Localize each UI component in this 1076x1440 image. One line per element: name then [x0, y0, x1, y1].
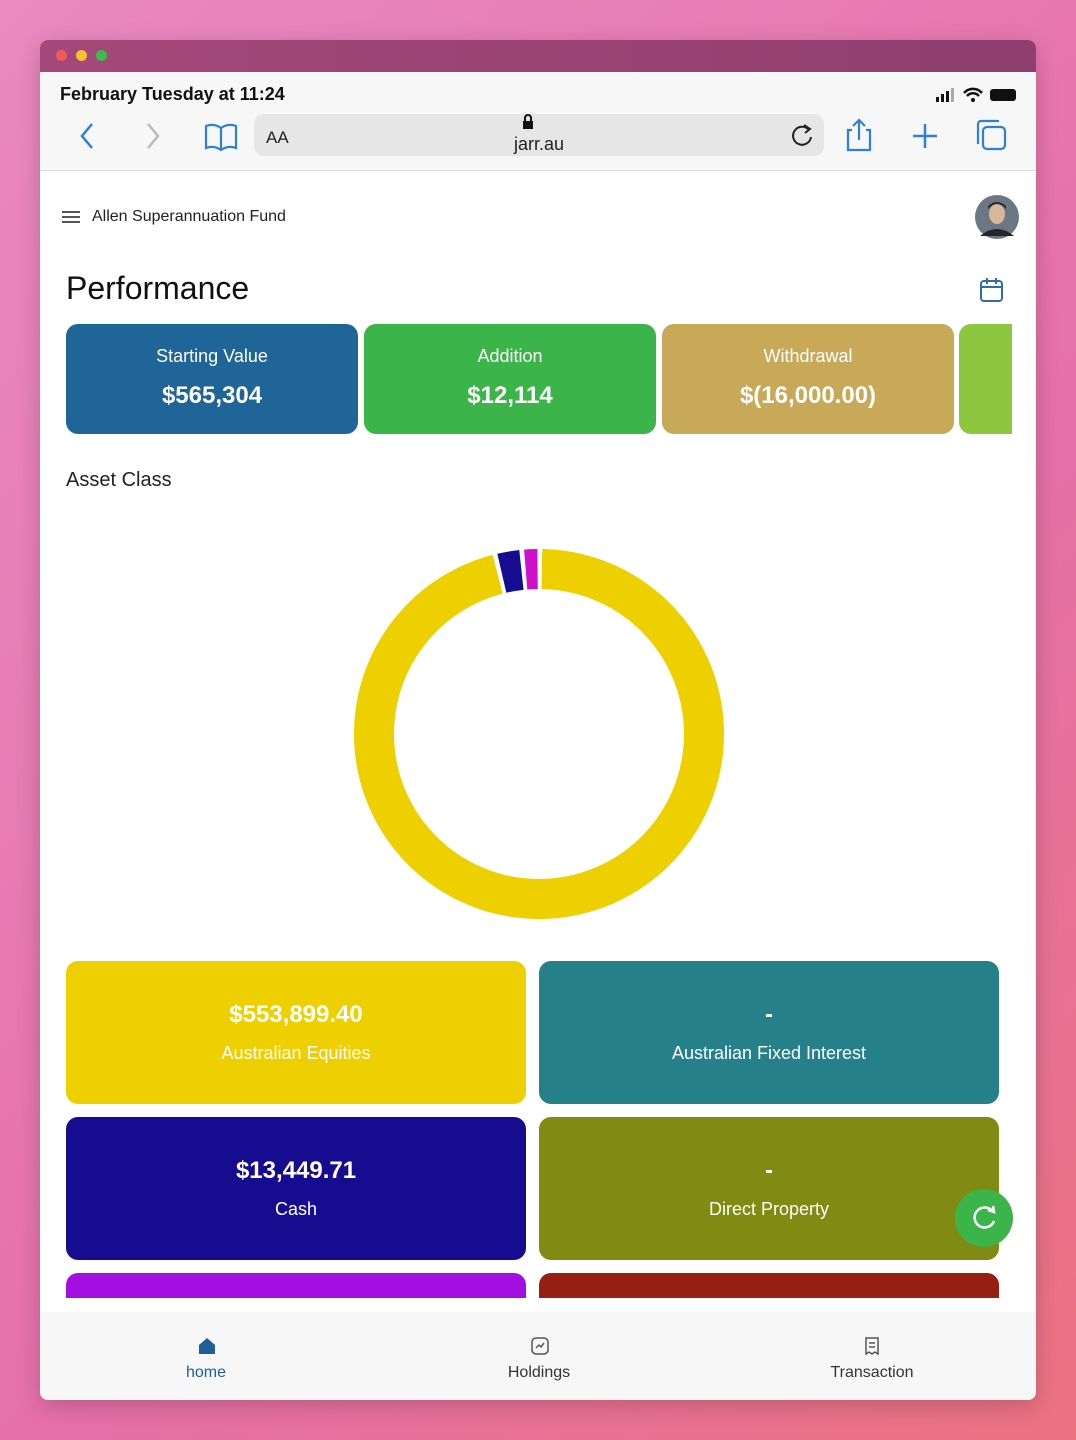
tile — [66, 1273, 526, 1298]
nav-item[interactable]: home — [185, 1364, 227, 1381]
tile-value: $553,899.40 — [229, 1001, 363, 1028]
tile-label: Cash — [274, 1199, 318, 1219]
holdings-icon[interactable] — [530, 1336, 550, 1356]
url: jarr.au — [513, 134, 565, 154]
tile: - Direct Property — [539, 1117, 999, 1260]
nav-item[interactable]: Holdings — [507, 1364, 571, 1381]
tile-value: - — [765, 1157, 773, 1184]
card: Addition $12,114 — [364, 324, 656, 434]
status-icons — [936, 87, 1016, 102]
nav-icons[interactable] — [70, 118, 270, 154]
donut-segment — [354, 549, 725, 919]
tile: $13,449.71 Cash — [66, 1117, 526, 1260]
card-strip: Starting Value $565,304 Addition $12,114 Wit… — [40, 40, 1012, 440]
tile: - Australian Fixed Interest — [539, 961, 999, 1104]
minimize-button[interactable] — [76, 50, 87, 61]
donut-chart — [354, 549, 725, 919]
tile-value: - — [765, 1001, 773, 1028]
card-value: $(16,000.00) — [739, 382, 877, 409]
nav-item[interactable]: Transaction — [830, 1364, 914, 1381]
transaction-icon[interactable] — [862, 1336, 882, 1356]
section-title: Asset Class — [66, 469, 172, 491]
refresh-button[interactable] — [954, 1188, 1014, 1248]
card-value: $565,304 — [161, 382, 263, 409]
card-label: Withdrawal — [763, 346, 853, 366]
tile-label: Direct Property — [708, 1199, 830, 1219]
action-icons[interactable] — [840, 116, 1020, 156]
zoom-button[interactable] — [96, 50, 107, 61]
status-time: February Tuesday at 11:24 — [60, 84, 285, 104]
menu-icon[interactable] — [60, 206, 84, 230]
bottom-nav: home Holdings Transaction — [40, 1312, 1036, 1400]
avatar[interactable] — [974, 194, 1020, 240]
card-label: Starting Value — [156, 346, 268, 366]
donut-segment — [497, 550, 524, 593]
toolbar: February Tuesday at 11:24 AA jarr.au — [40, 72, 1036, 171]
text-size-button[interactable]: AA — [266, 128, 289, 147]
title-bar — [40, 40, 1036, 72]
card-value: $12,114 — [467, 382, 553, 409]
tile-value: $13,449.71 — [235, 1157, 357, 1184]
tile-label: Australian Fixed Interest — [671, 1043, 867, 1063]
reload-icon[interactable] — [790, 122, 816, 148]
page-title: Performance — [66, 270, 250, 306]
tile-label: Australian Equities — [221, 1043, 371, 1063]
close-button[interactable] — [56, 50, 67, 61]
card: Starting Value $565,304 — [66, 324, 358, 434]
home-icon[interactable] — [197, 1336, 217, 1356]
tile: $553,899.40 Australian Equities — [66, 961, 526, 1104]
app-title: Allen Superannuation Fund — [92, 208, 286, 225]
address-bar[interactable]: AA jarr.au — [254, 114, 824, 156]
lock-icon — [523, 114, 533, 129]
card-label: Addition — [477, 346, 543, 366]
card — [959, 324, 1012, 434]
card: Withdrawal $(16,000.00) — [662, 324, 954, 434]
calendar-icon[interactable] — [978, 276, 1006, 304]
browser-window: February Tuesday at 11:24 AA jarr.au All… — [40, 40, 1036, 1400]
donut-segment — [524, 549, 538, 590]
tile — [539, 1273, 999, 1298]
